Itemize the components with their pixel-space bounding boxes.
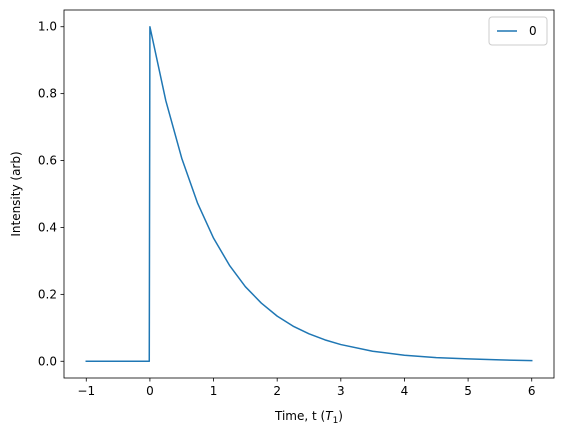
x-axis-ticks: −1 0 1 2 3 4 5 6 xyxy=(77,378,536,398)
x-tick-label: 1 xyxy=(210,384,218,398)
y-tick-label: 0.4 xyxy=(38,220,57,234)
y-axis-ticks: 0.0 0.2 0.4 0.6 0.8 1.0 xyxy=(38,20,64,368)
y-tick-label: 0.8 xyxy=(38,87,57,101)
x-tick-label: 2 xyxy=(273,384,281,398)
legend: 0 xyxy=(488,16,548,46)
axes-group xyxy=(63,9,555,379)
series-group xyxy=(85,25,533,363)
x-tick-label: 0 xyxy=(146,384,154,398)
legend-box xyxy=(488,16,548,46)
axes-frame xyxy=(63,9,555,379)
legend-label: 0 xyxy=(529,24,537,38)
axis-labels: Time, t (T1) Intensity (arb) xyxy=(9,151,343,426)
x-tick-label: 3 xyxy=(337,384,345,398)
x-axis-label: Time, t (T1) xyxy=(274,409,343,426)
y-tick-label: 0.6 xyxy=(38,154,57,168)
x-tick-label: 6 xyxy=(528,384,536,398)
y-tick-label: 1.0 xyxy=(38,20,57,34)
y-axis-label: Intensity (arb) xyxy=(9,151,23,236)
x-tick-label: 4 xyxy=(401,384,409,398)
x-tick-label: −1 xyxy=(77,384,95,398)
series-line-0 xyxy=(85,25,533,363)
y-tick-label: 0.2 xyxy=(38,287,57,301)
x-tick-label: 5 xyxy=(464,384,472,398)
y-tick-label: 0.0 xyxy=(38,354,57,368)
